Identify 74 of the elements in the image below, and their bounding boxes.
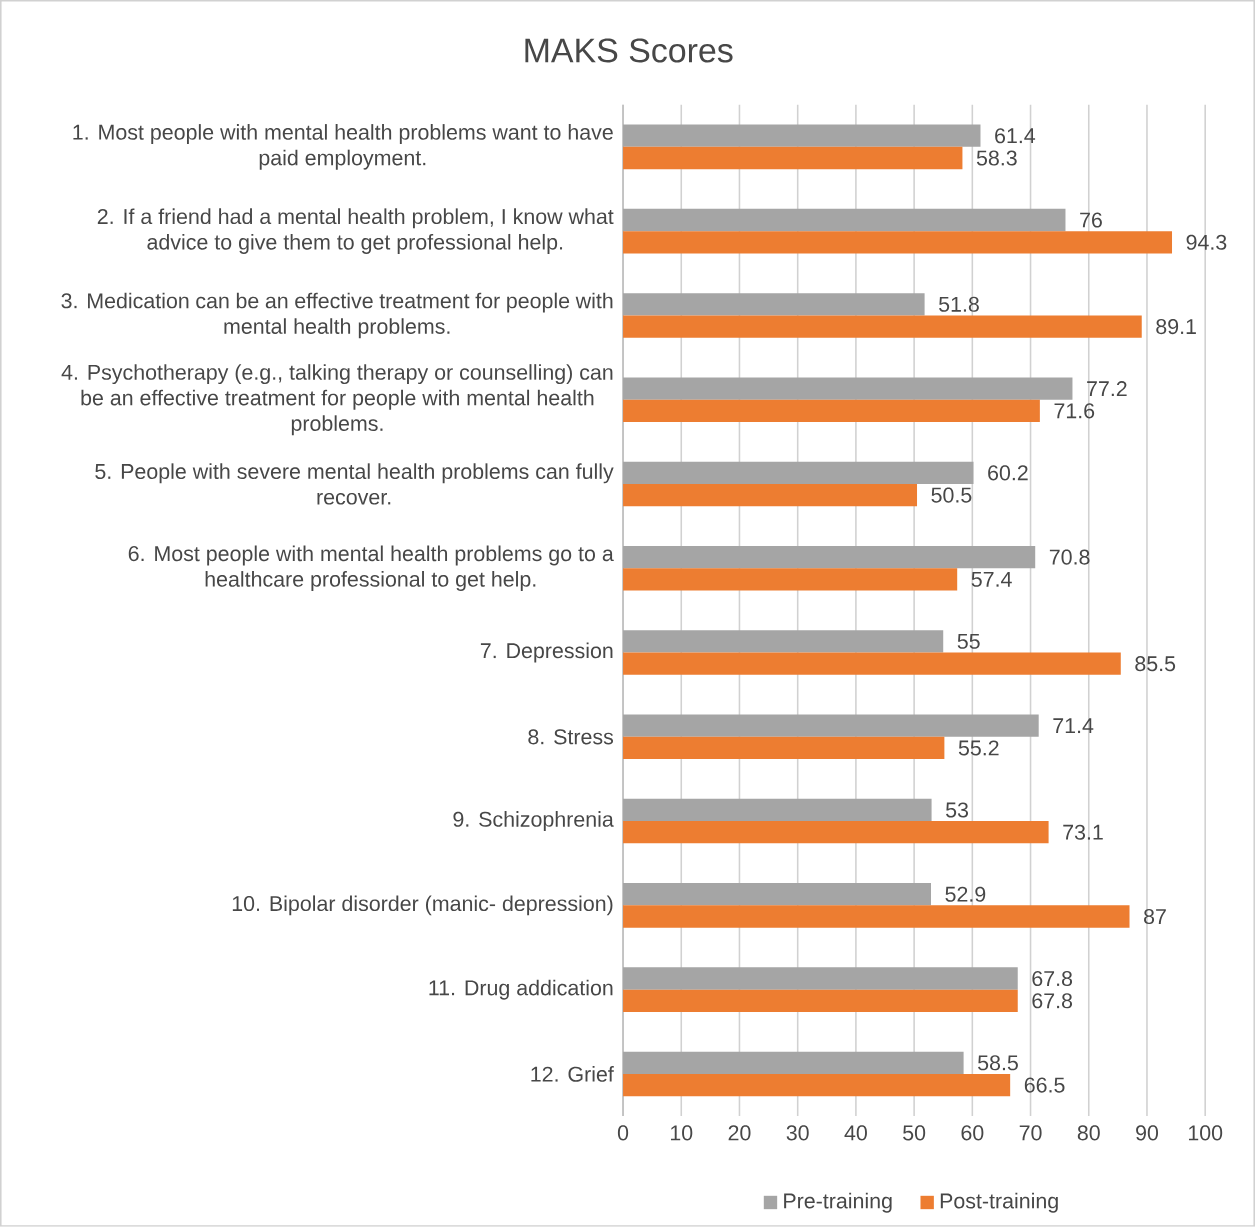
bar (623, 989, 1018, 1013)
y-tick-label: 3. Medication can be an effective treatment for people with mental health problems. (61, 292, 613, 339)
x-tick-label: 20 (728, 1125, 751, 1141)
bar (623, 377, 1073, 400)
bar (623, 905, 1130, 928)
bar (623, 714, 1039, 737)
data-label: 67.8 (1032, 971, 1073, 987)
data-label: 94.3 (1186, 234, 1227, 250)
chart-title: MAKS Scores (525, 38, 733, 63)
y-tick-label: 1. Most people with mental health problems want to have paid employment. (73, 124, 613, 170)
bar (623, 821, 1049, 844)
bar (623, 736, 945, 760)
data-label: 50.5 (931, 487, 972, 503)
y-tick-label: 7. Depression (480, 642, 613, 663)
data-label: 89.1 (1156, 319, 1196, 335)
data-label: 57.4 (971, 572, 1012, 587)
data-label: 66.5 (1024, 1077, 1065, 1093)
bar (623, 146, 963, 170)
bar (623, 124, 981, 147)
data-label: 61.4 (995, 128, 1036, 144)
bar (623, 652, 1121, 675)
data-label: 76 (1080, 212, 1102, 228)
bar (623, 967, 1018, 990)
data-label: 73.1 (1063, 824, 1103, 840)
x-tick-label: 40 (844, 1125, 867, 1141)
bar (623, 293, 925, 316)
x-tick-label: 100 (1188, 1125, 1223, 1141)
data-label: 70.8 (1049, 549, 1090, 565)
y-tick-label: 10. Bipolar disorder (manic- depression) (232, 895, 613, 916)
y-tick-label: 9. Schizophrenia (453, 811, 614, 832)
legend-label: Pre-training (784, 1192, 892, 1213)
bar (623, 1074, 1011, 1097)
data-label: 53 (946, 802, 969, 818)
data-label: 58.3 (976, 150, 1017, 166)
bar (623, 798, 932, 822)
bar (623, 546, 1036, 569)
y-tick-label: 6. Most people with mental health problems go to a healthcare professional to get help. (128, 545, 614, 592)
data-label: 77.2 (1087, 381, 1127, 397)
legend-label: Post-training (940, 1192, 1058, 1213)
x-tick-label: 10 (670, 1125, 693, 1141)
x-tick-label: 0 (617, 1125, 629, 1141)
data-label: 67.8 (1032, 993, 1073, 1009)
data-label: 51.8 (939, 296, 979, 312)
bar (623, 315, 1142, 338)
data-label: 55 (957, 634, 980, 649)
data-label: 58.5 (978, 1055, 1018, 1071)
bar (623, 630, 944, 653)
data-label: 87 (1144, 909, 1166, 925)
y-tick-label: 8. Stress (528, 729, 614, 745)
x-tick-label: 80 (1077, 1125, 1100, 1141)
bar (623, 208, 1066, 232)
bar (623, 568, 958, 591)
y-tick-label: 4. Psychotherapy (e.g., talking therapy or counselling) can be an effective treatment for people with mental health problems. (61, 364, 613, 436)
bar (623, 484, 918, 507)
y-tick-label: 5. People with severe mental health problems can fully recover. (95, 463, 614, 505)
y-tick-label: 11. Drug addication (429, 979, 613, 1000)
x-tick-label: 30 (786, 1125, 809, 1141)
data-label: 60.2 (988, 465, 1028, 481)
bar (623, 231, 1173, 254)
x-tick-label: 90 (1136, 1125, 1159, 1141)
y-tick-label: 2. If a friend had a mental health problem, I know what advice to give them to get professional help. (97, 208, 614, 255)
data-label: 52.9 (945, 886, 986, 902)
x-tick-label: 70 (1019, 1125, 1042, 1141)
bar (623, 461, 974, 485)
bar (623, 1051, 964, 1075)
data-label: 71.6 (1054, 403, 1095, 419)
bar (623, 883, 931, 906)
data-label: 85.5 (1135, 656, 1176, 672)
x-tick-label: 60 (961, 1125, 984, 1141)
data-label: 55.2 (958, 740, 999, 756)
data-label: 71.4 (1053, 718, 1094, 734)
bar (623, 399, 1040, 423)
y-tick-label: 12. Grief (531, 1066, 614, 1082)
x-tick-label: 50 (903, 1125, 926, 1141)
